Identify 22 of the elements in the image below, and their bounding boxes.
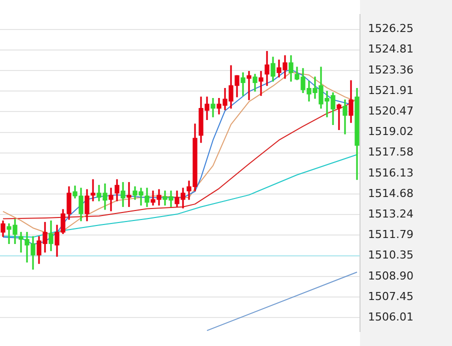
- y-tick-label: 1506.01: [368, 310, 414, 324]
- candlestick: [90, 179, 96, 202]
- candlestick: [126, 182, 132, 207]
- y-tick-label: 1510.35: [368, 248, 414, 262]
- candlestick: [336, 104, 342, 130]
- y-tick-label: 1524.81: [368, 42, 414, 56]
- y-tick-label: 1519.02: [368, 125, 414, 138]
- candlestick: [258, 70, 264, 96]
- y-tick-label: 1516.13: [368, 166, 414, 180]
- y-tick-label: 1517.58: [368, 146, 414, 159]
- y-tick-label: 1508.90: [368, 269, 414, 282]
- y-tick-label: 1521.91: [368, 84, 414, 97]
- y-tick-label: 1526.25: [368, 22, 414, 36]
- candlestick: [108, 188, 114, 212]
- y-tick-label: 1513.24: [368, 207, 414, 220]
- y-tick-label: 1514.68: [368, 186, 414, 200]
- candlestick: [246, 70, 252, 100]
- y-tick-label: 1507.45: [368, 290, 414, 303]
- y-tick-label: 1523.36: [368, 63, 414, 76]
- y-tick-label: 1511.79: [368, 228, 414, 242]
- candlestick: [240, 72, 246, 96]
- y-tick-label: 1520.47: [368, 104, 414, 118]
